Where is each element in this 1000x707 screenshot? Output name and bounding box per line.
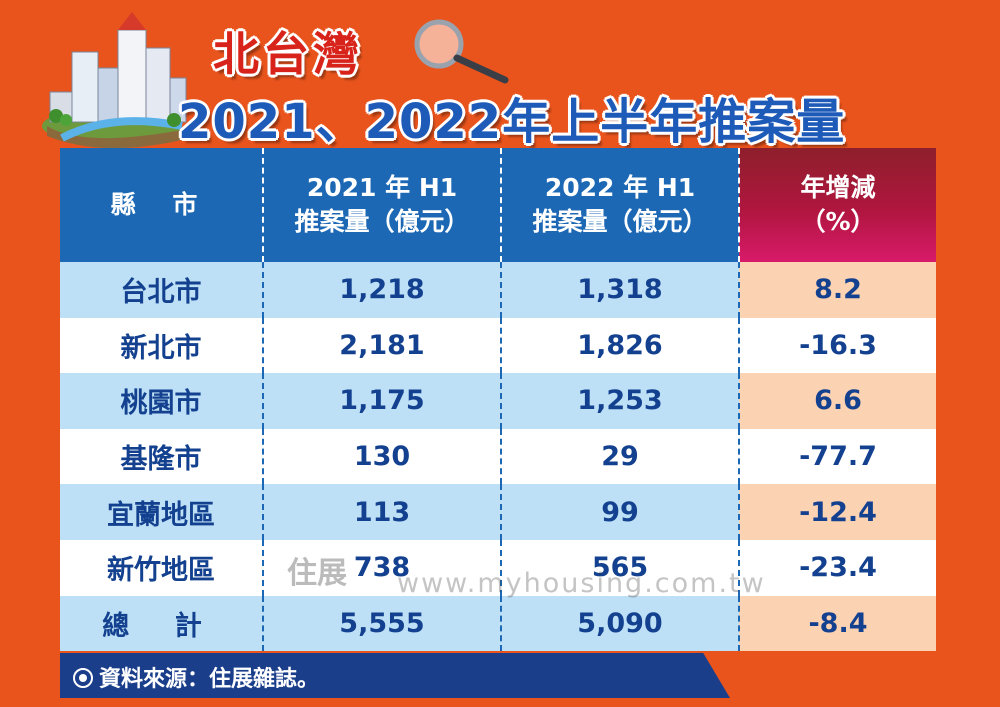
title-sub: 2021、2022年上半年推案量 bbox=[178, 94, 846, 150]
data-table-container: 縣 市 2021 年 H1 推案量（億元） 2022 年 H1 推案量（億元） … bbox=[60, 148, 936, 652]
cell-2021: 1,218 bbox=[263, 262, 502, 318]
cell-2022: 565 bbox=[501, 539, 740, 596]
column-header-line: 縣 市 bbox=[110, 190, 212, 219]
table-row: 基隆市 130 29 -77.7 bbox=[60, 428, 936, 485]
cell-2022: 1,253 bbox=[501, 373, 740, 429]
cell-change: -16.3 bbox=[739, 317, 936, 374]
cell-county: 新北市 bbox=[60, 317, 264, 374]
cell-2021: 1,175 bbox=[263, 373, 502, 429]
cell-2022: 29 bbox=[501, 428, 740, 485]
cell-change: -8.4 bbox=[739, 595, 936, 652]
cell-county: 桃園市 bbox=[60, 373, 264, 429]
city-illustration-icon bbox=[42, 12, 187, 148]
column-header-line: 推案量（億元） bbox=[294, 207, 470, 236]
column-header-2022: 2022 年 H1 推案量（億元） bbox=[501, 148, 740, 262]
table-row-total: 總 計 5,555 5,090 -8.4 bbox=[60, 595, 936, 652]
cell-2021: 738 bbox=[263, 539, 502, 596]
table-row: 台北市 1,218 1,318 8.2 bbox=[60, 262, 936, 318]
cell-county: 宜蘭地區 bbox=[60, 484, 264, 540]
column-header-line: 2021 年 H1 bbox=[306, 173, 458, 202]
cell-2022: 1,826 bbox=[501, 317, 740, 374]
column-header-change: 年增減 （%） bbox=[739, 148, 936, 262]
bullet-circle-icon bbox=[73, 668, 93, 688]
cell-county: 總 計 bbox=[60, 595, 264, 652]
cell-2021: 130 bbox=[263, 428, 502, 485]
cell-2022: 99 bbox=[501, 484, 740, 540]
table-row: 宜蘭地區 113 99 -12.4 bbox=[60, 484, 936, 540]
cell-change: -12.4 bbox=[739, 484, 936, 540]
column-header-line: 2022 年 H1 bbox=[544, 173, 696, 202]
table-row: 新竹地區 738 565 -23.4 bbox=[60, 539, 936, 596]
source-text: 資料來源：住展雜誌。 bbox=[99, 667, 320, 692]
title-main: 北台灣 bbox=[213, 27, 363, 81]
table-header-row: 縣 市 2021 年 H1 推案量（億元） 2022 年 H1 推案量（億元） … bbox=[60, 148, 936, 262]
cell-county: 基隆市 bbox=[60, 428, 264, 485]
cell-2022: 5,090 bbox=[501, 595, 740, 652]
data-table: 縣 市 2021 年 H1 推案量（億元） 2022 年 H1 推案量（億元） … bbox=[60, 148, 936, 652]
cell-change: -23.4 bbox=[739, 539, 936, 596]
column-header-county: 縣 市 bbox=[60, 148, 264, 262]
source-note: 資料來源：住展雜誌。 bbox=[73, 661, 319, 693]
cell-2021: 2,181 bbox=[263, 317, 502, 374]
cell-2021: 113 bbox=[263, 484, 502, 540]
cell-change: -77.7 bbox=[739, 428, 936, 485]
cell-county: 新竹地區 bbox=[60, 539, 264, 596]
cell-change: 6.6 bbox=[739, 373, 936, 429]
cell-2021: 5,555 bbox=[263, 595, 502, 652]
column-header-line: 年增減 bbox=[800, 173, 876, 202]
column-header-line: 推案量（億元） bbox=[532, 207, 708, 236]
column-header-2021: 2021 年 H1 推案量（億元） bbox=[263, 148, 502, 262]
magnifier-icon bbox=[414, 19, 509, 84]
cell-county: 台北市 bbox=[60, 262, 264, 318]
source-bar bbox=[60, 653, 730, 698]
cell-2022: 1,318 bbox=[501, 262, 740, 318]
table-row: 桃園市 1,175 1,253 6.6 bbox=[60, 373, 936, 429]
table-row: 新北市 2,181 1,826 -16.3 bbox=[60, 317, 936, 374]
column-header-line: （%） bbox=[800, 207, 876, 236]
cell-change: 8.2 bbox=[739, 262, 936, 318]
